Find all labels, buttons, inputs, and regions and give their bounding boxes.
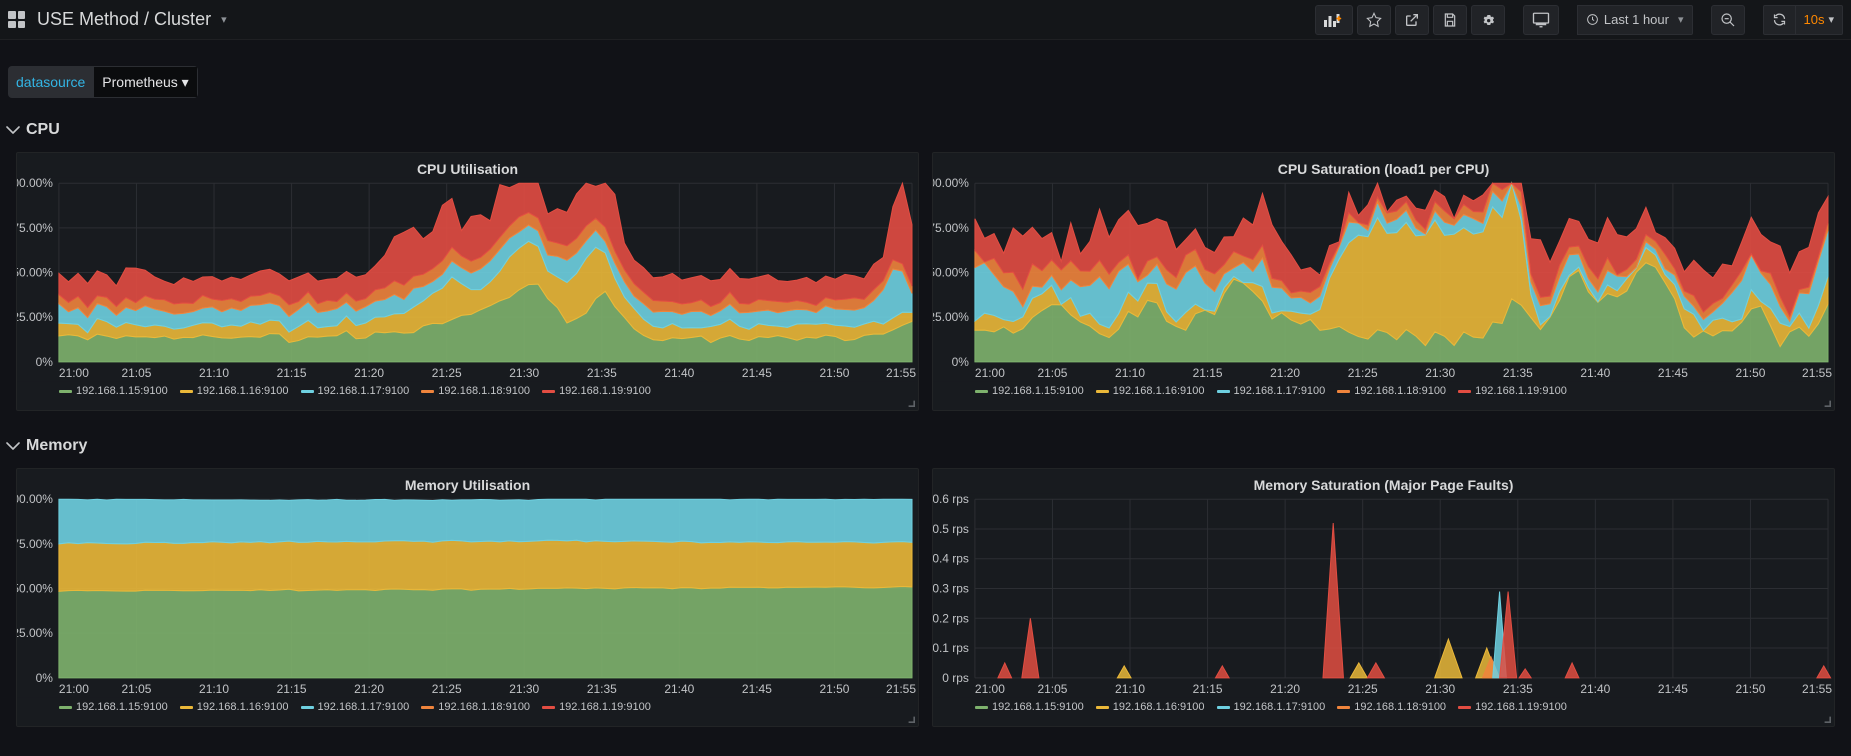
svg-text:21:45: 21:45 <box>742 366 772 380</box>
svg-text:21:55: 21:55 <box>1802 366 1832 380</box>
svg-text:75.00%: 75.00% <box>17 537 53 551</box>
svg-text:21:25: 21:25 <box>1348 682 1378 696</box>
svg-text:21:40: 21:40 <box>664 366 694 380</box>
svg-text:21:35: 21:35 <box>1503 682 1533 696</box>
svg-text:21:35: 21:35 <box>587 682 617 696</box>
svg-text:21:15: 21:15 <box>277 366 307 380</box>
svg-text:25.00%: 25.00% <box>17 626 53 640</box>
svg-text:21:10: 21:10 <box>199 366 229 380</box>
svg-text:21:25: 21:25 <box>432 682 462 696</box>
svg-text:21:50: 21:50 <box>1735 682 1765 696</box>
svg-text:21:10: 21:10 <box>1115 366 1145 380</box>
svg-text:21:20: 21:20 <box>354 366 384 380</box>
svg-text:21:30: 21:30 <box>1425 366 1455 380</box>
svg-text:21:05: 21:05 <box>1037 366 1067 380</box>
svg-text:0%: 0% <box>36 671 54 685</box>
svg-text:0%: 0% <box>36 355 54 369</box>
svg-text:21:05: 21:05 <box>121 682 151 696</box>
svg-text:21:40: 21:40 <box>1580 366 1610 380</box>
svg-text:25.00%: 25.00% <box>933 310 969 324</box>
svg-text:21:55: 21:55 <box>886 682 916 696</box>
svg-text:21:00: 21:00 <box>59 366 89 380</box>
svg-text:75.00%: 75.00% <box>933 221 969 235</box>
svg-text:21:20: 21:20 <box>1270 366 1300 380</box>
svg-text:21:50: 21:50 <box>819 366 849 380</box>
svg-text:21:00: 21:00 <box>59 682 89 696</box>
svg-text:21:20: 21:20 <box>1270 682 1300 696</box>
svg-text:25.00%: 25.00% <box>17 310 53 324</box>
svg-text:0.3 rps: 0.3 rps <box>933 582 969 596</box>
svg-text:21:15: 21:15 <box>1193 366 1223 380</box>
svg-text:100.00%: 100.00% <box>17 177 53 190</box>
svg-text:21:30: 21:30 <box>509 682 539 696</box>
svg-text:0.1 rps: 0.1 rps <box>933 641 969 655</box>
svg-text:21:55: 21:55 <box>1802 682 1832 696</box>
svg-text:21:05: 21:05 <box>121 366 151 380</box>
svg-text:21:25: 21:25 <box>1348 366 1378 380</box>
svg-text:50.00%: 50.00% <box>17 582 53 596</box>
svg-text:0.4 rps: 0.4 rps <box>933 552 969 566</box>
svg-text:21:45: 21:45 <box>1658 366 1688 380</box>
svg-text:100.00%: 100.00% <box>933 177 969 190</box>
svg-text:0.2 rps: 0.2 rps <box>933 611 969 625</box>
svg-text:21:20: 21:20 <box>354 682 384 696</box>
svg-text:21:50: 21:50 <box>1735 366 1765 380</box>
svg-text:21:45: 21:45 <box>742 682 772 696</box>
svg-text:50.00%: 50.00% <box>933 266 969 280</box>
svg-text:21:35: 21:35 <box>587 366 617 380</box>
svg-text:21:50: 21:50 <box>819 682 849 696</box>
svg-text:21:30: 21:30 <box>509 366 539 380</box>
svg-text:21:00: 21:00 <box>975 682 1005 696</box>
svg-text:21:35: 21:35 <box>1503 366 1533 380</box>
svg-text:21:40: 21:40 <box>1580 682 1610 696</box>
svg-text:21:55: 21:55 <box>886 366 916 380</box>
svg-text:0%: 0% <box>952 355 970 369</box>
svg-text:21:10: 21:10 <box>199 682 229 696</box>
svg-text:21:05: 21:05 <box>1037 682 1067 696</box>
svg-text:0.6 rps: 0.6 rps <box>933 493 969 506</box>
svg-text:0 rps: 0 rps <box>942 671 969 685</box>
svg-text:21:40: 21:40 <box>664 682 694 696</box>
svg-text:21:15: 21:15 <box>1193 682 1223 696</box>
svg-text:21:00: 21:00 <box>975 366 1005 380</box>
svg-text:50.00%: 50.00% <box>17 266 53 280</box>
svg-text:21:15: 21:15 <box>277 682 307 696</box>
svg-text:21:25: 21:25 <box>432 366 462 380</box>
svg-text:21:10: 21:10 <box>1115 682 1145 696</box>
svg-text:0.5 rps: 0.5 rps <box>933 522 969 536</box>
svg-text:21:30: 21:30 <box>1425 682 1455 696</box>
svg-text:21:45: 21:45 <box>1658 682 1688 696</box>
svg-text:75.00%: 75.00% <box>17 221 53 235</box>
svg-text:100.00%: 100.00% <box>17 493 53 506</box>
